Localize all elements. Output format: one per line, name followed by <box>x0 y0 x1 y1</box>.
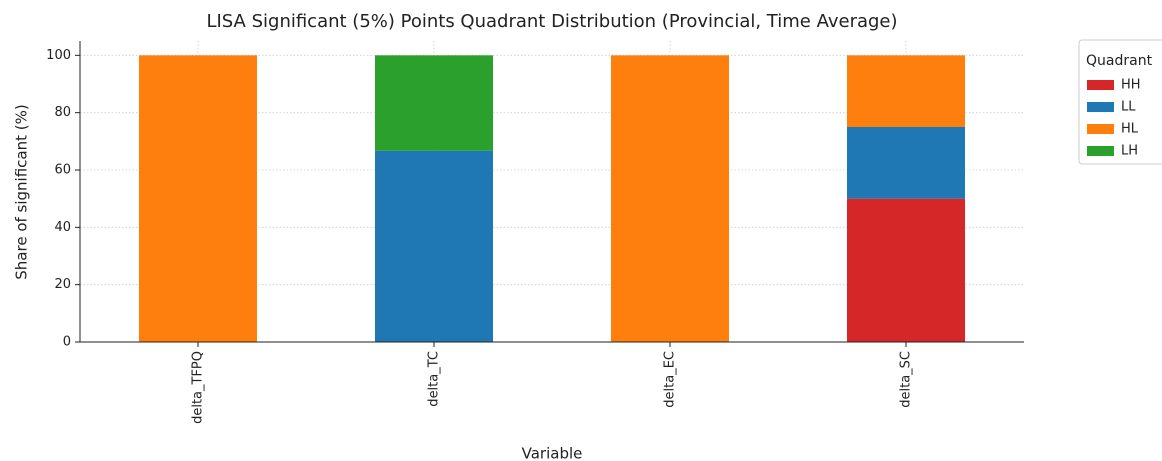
bar-segment <box>375 55 493 151</box>
bar-segment <box>139 55 257 342</box>
chart-title: LISA Significant (5%) Points Quadrant Di… <box>206 11 897 32</box>
x-tick-label: delta_TFPQ <box>191 351 206 424</box>
legend-swatch <box>1087 146 1114 156</box>
legend-swatch <box>1087 102 1114 112</box>
y-tick-label: 100 <box>46 48 71 63</box>
legend-label: HL <box>1121 122 1139 137</box>
y-axis-label: Share of significant (%) <box>13 104 31 279</box>
legend-label: HH <box>1121 78 1141 93</box>
y-tick-label: 20 <box>54 277 71 292</box>
x-tick-label: delta_SC <box>899 351 914 408</box>
legend-label: LL <box>1121 100 1136 115</box>
bar-segment <box>847 127 965 199</box>
y-tick-label: 60 <box>54 163 71 178</box>
x-tick-label: delta_TC <box>427 351 442 407</box>
bar-segment <box>847 55 965 128</box>
y-tick-label: 0 <box>63 335 71 350</box>
x-axis-label: Variable <box>522 445 583 461</box>
bar-segment <box>375 150 493 342</box>
legend-swatch <box>1087 80 1114 90</box>
y-tick-label: 80 <box>54 105 71 120</box>
legend-label: LH <box>1121 144 1138 159</box>
bar-segment <box>847 198 965 342</box>
x-tick-label: delta_EC <box>663 351 678 408</box>
bar-segment <box>611 55 729 342</box>
legend-title: Quadrant <box>1086 53 1153 69</box>
y-tick-label: 40 <box>54 220 71 235</box>
legend-swatch <box>1087 124 1114 134</box>
